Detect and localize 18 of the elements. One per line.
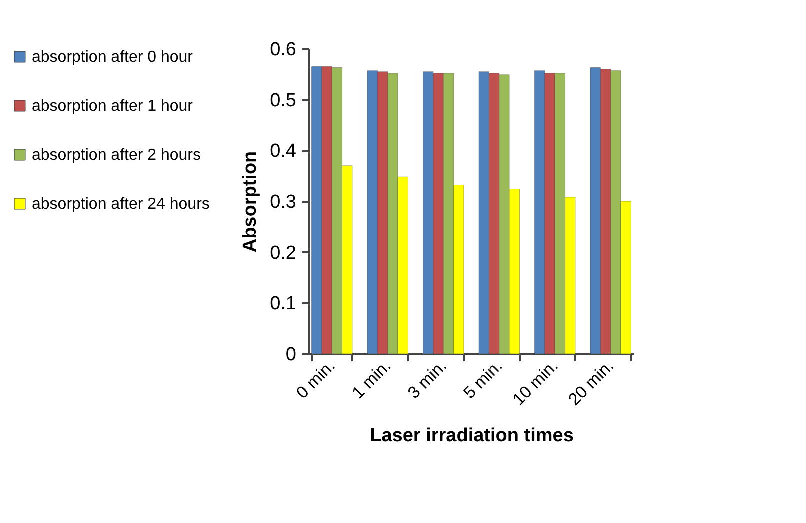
legend-label: absorption after 0 hour	[32, 49, 194, 66]
y-tick-label: 0.4	[270, 141, 297, 162]
legend-label: absorption after 1 hour	[32, 98, 194, 115]
x-tick-label: 20 min.	[564, 356, 618, 410]
y-tick-label: 0.3	[270, 192, 296, 213]
x-tick-label: 1 min.	[348, 356, 395, 403]
x-tick-label: 10 min.	[509, 356, 562, 410]
x-tick-label: 5 min.	[460, 356, 506, 403]
legend-label: absorption after 2 hours	[32, 147, 201, 164]
y-tick-label: 0.5	[270, 90, 296, 112]
y-tick-label: 0.2	[270, 242, 296, 264]
y-tick-label: 0.1	[270, 294, 296, 315]
x-axis-title: Laser irradiation times	[370, 426, 574, 447]
y-tick-label: 0	[286, 344, 296, 366]
x-tick-label: 3 min.	[404, 356, 450, 403]
y-tick-label: 0.6	[270, 40, 296, 60]
y-axis-title: Absorption	[240, 151, 262, 253]
legend-label: absorption after 24 hours	[32, 196, 210, 213]
